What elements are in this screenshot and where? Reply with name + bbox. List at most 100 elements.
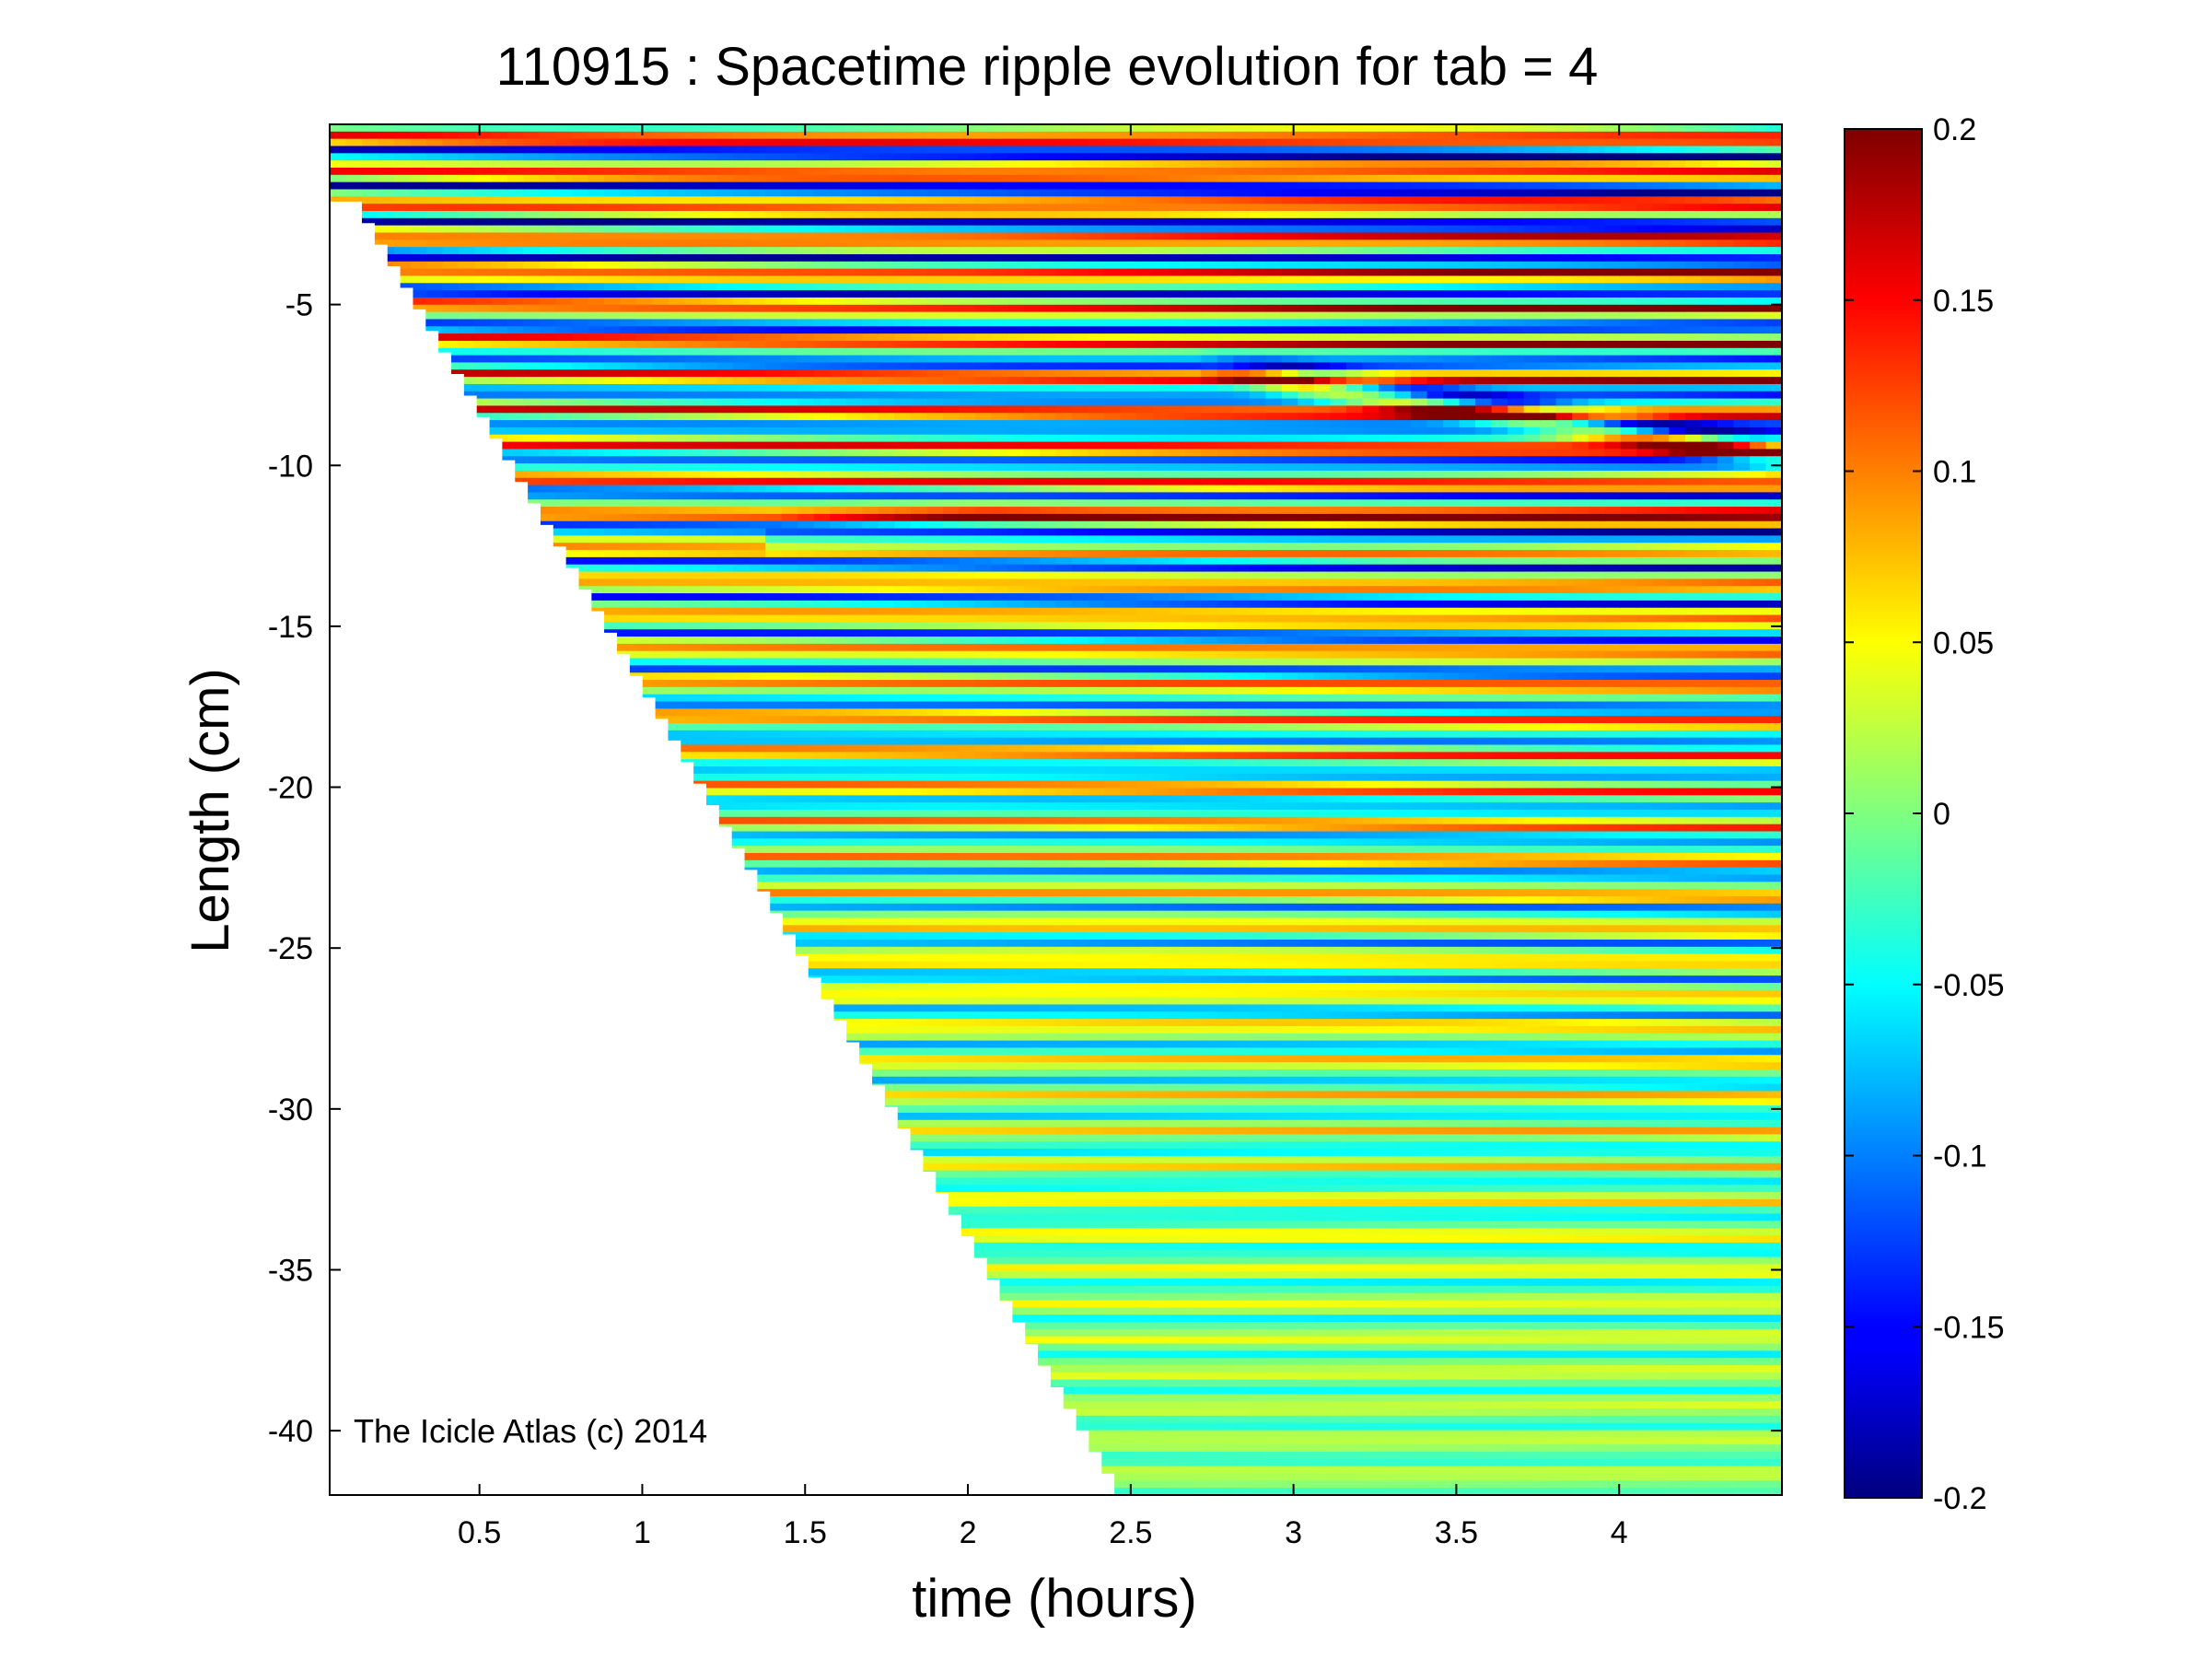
heatmap-cell xyxy=(716,347,734,356)
heatmap-cell xyxy=(620,167,637,176)
heatmap-cell xyxy=(668,333,686,342)
heatmap-cell xyxy=(716,507,734,515)
heatmap-cell xyxy=(571,167,589,176)
heatmap-cell xyxy=(603,556,622,566)
heatmap-cell xyxy=(474,247,493,255)
heatmap-cell xyxy=(733,131,751,140)
heatmap-cell xyxy=(701,204,718,212)
heatmap-cell xyxy=(603,340,622,349)
heatmap-cell xyxy=(491,275,508,285)
heatmap-cell xyxy=(635,283,654,291)
heatmap-cell xyxy=(555,290,573,298)
heatmap-cell xyxy=(635,326,654,334)
heatmap-cell xyxy=(474,377,493,385)
heatmap-cell xyxy=(701,658,718,667)
heatmap-cell xyxy=(539,268,557,277)
heatmap-cell xyxy=(474,225,493,234)
heatmap-cell xyxy=(345,153,363,161)
heatmap-cell xyxy=(668,463,686,472)
heatmap-cell xyxy=(523,383,541,392)
heatmap-cell xyxy=(733,204,751,212)
heatmap-cell xyxy=(330,131,347,140)
heatmap-cell xyxy=(652,629,669,637)
heatmap-cell xyxy=(684,622,702,631)
heatmap-cell xyxy=(506,196,525,204)
heatmap-cell xyxy=(668,377,686,385)
heatmap-cell xyxy=(474,275,493,285)
heatmap-cell xyxy=(716,369,734,378)
heatmap-cell xyxy=(362,138,379,147)
heatmap-cell xyxy=(652,513,669,522)
heatmap-cell xyxy=(620,520,637,530)
heatmap-cell xyxy=(620,564,637,573)
heatmap-cell xyxy=(716,499,734,508)
heatmap-cell xyxy=(635,535,654,544)
heatmap-cell xyxy=(394,283,412,291)
heatmap-cell xyxy=(362,160,379,169)
heatmap-cell xyxy=(701,556,718,566)
heatmap-cell xyxy=(571,543,589,551)
heatmap-cell xyxy=(733,311,751,321)
heatmap-cell xyxy=(635,637,654,645)
heatmap-cell xyxy=(684,456,702,464)
heatmap-cell xyxy=(701,586,718,594)
heatmap-cell xyxy=(620,485,637,494)
heatmap-cell xyxy=(506,477,525,486)
heatmap-cell xyxy=(603,528,622,537)
heatmap-cell xyxy=(506,153,525,161)
heatmap-cell xyxy=(733,773,751,782)
heatmap-cell xyxy=(684,333,702,342)
heatmap-cell xyxy=(459,160,476,169)
heatmap-cell xyxy=(668,434,686,443)
heatmap-cell xyxy=(733,391,751,400)
heatmap-cell xyxy=(733,283,751,291)
heatmap-cell xyxy=(506,449,525,458)
heatmap-cell xyxy=(506,333,525,342)
heatmap-cell xyxy=(652,701,669,710)
heatmap-cell xyxy=(684,701,702,710)
heatmap-cell xyxy=(716,463,734,472)
heatmap-cell xyxy=(523,434,541,443)
heatmap-cell xyxy=(652,174,669,183)
heatmap-cell xyxy=(652,153,669,161)
heatmap-cell xyxy=(701,290,718,298)
heatmap-cell xyxy=(684,637,702,645)
heatmap-cell xyxy=(716,196,734,204)
heatmap-cell xyxy=(668,355,686,364)
heatmap-cell xyxy=(620,434,637,443)
heatmap-cell xyxy=(345,181,363,191)
heatmap-cell xyxy=(603,268,622,277)
heatmap-cell xyxy=(539,240,557,248)
heatmap-cell xyxy=(733,247,751,255)
heatmap-cell xyxy=(652,283,669,291)
heatmap-cell xyxy=(603,297,622,306)
heatmap-cell xyxy=(571,174,589,183)
heatmap-cell xyxy=(635,297,654,306)
heatmap-cell xyxy=(523,275,541,285)
heatmap-cell xyxy=(652,499,669,508)
heatmap-cell xyxy=(620,441,637,450)
heatmap-cell xyxy=(635,232,654,241)
heatmap-cell xyxy=(701,196,718,204)
heatmap-cell xyxy=(523,247,541,255)
heatmap-cell xyxy=(668,694,686,703)
heatmap-cell xyxy=(603,550,622,558)
heatmap-cell xyxy=(652,607,669,616)
heatmap-cell xyxy=(474,232,493,241)
heatmap-cell xyxy=(588,217,605,227)
heatmap-cell xyxy=(716,658,734,667)
heatmap-cell xyxy=(733,831,751,840)
heatmap-cell xyxy=(491,196,508,204)
heatmap-cell xyxy=(555,319,573,328)
heatmap-cell xyxy=(716,426,734,436)
heatmap-cell xyxy=(555,362,573,371)
heatmap-cell xyxy=(716,420,734,428)
heatmap-cell xyxy=(362,131,379,140)
heatmap-cell xyxy=(684,586,702,594)
heatmap-cell xyxy=(668,247,686,255)
heatmap-cell xyxy=(635,686,654,695)
heatmap-cell xyxy=(749,463,766,472)
heatmap-cell xyxy=(635,680,654,688)
heatmap-cell xyxy=(749,261,766,270)
heatmap-cell xyxy=(668,383,686,392)
